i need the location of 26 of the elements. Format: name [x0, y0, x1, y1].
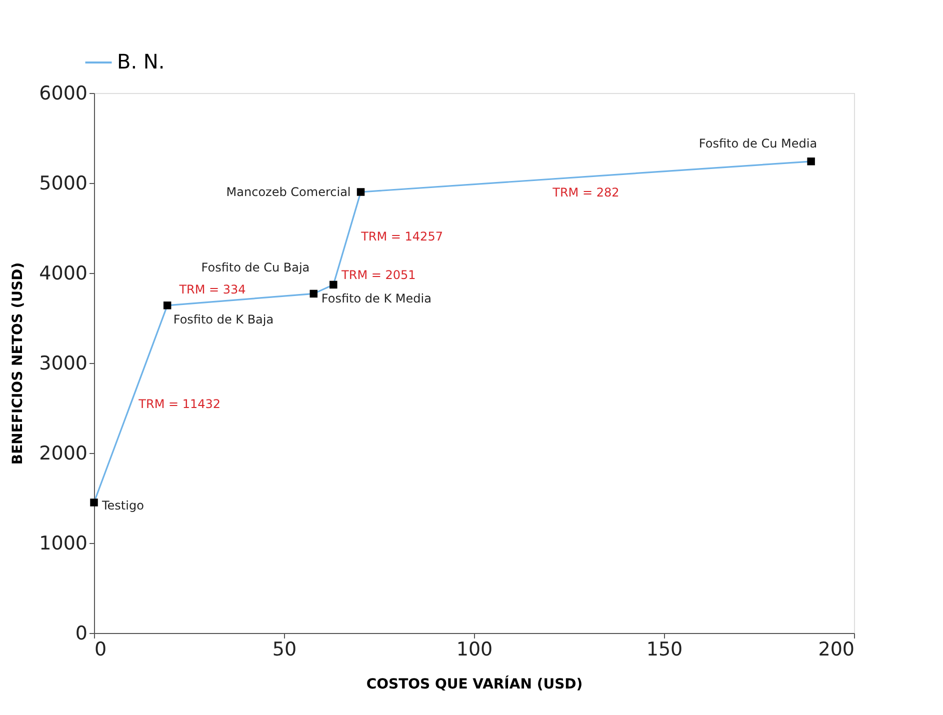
x-tick-label: 0: [94, 638, 107, 660]
annotation: TRM = 14257: [360, 229, 443, 244]
x-tick-label: 50: [272, 638, 297, 660]
y-tick-label: 4000: [39, 262, 88, 284]
y-tick-label: 0: [75, 622, 88, 644]
y-tick-label: 1000: [39, 532, 88, 554]
annotation: Fosfito de Cu Baja: [201, 260, 310, 275]
annotation: TRM = 2051: [340, 268, 416, 282]
annotation: Mancozeb Comercial: [226, 185, 351, 199]
legend-label: B. N.: [117, 50, 165, 74]
annotation: Fosfito de K Media: [321, 292, 432, 306]
annotation: Fosfito de Cu Media: [698, 136, 818, 150]
y-tick-label: 2000: [39, 442, 88, 464]
annotation: Testigo: [101, 498, 144, 512]
annotation: TRM = 282: [552, 186, 620, 200]
annotation: TRM = 334: [178, 282, 246, 297]
y-tick-label: 3000: [39, 352, 88, 374]
annotation: TRM = 11432: [138, 396, 221, 411]
annotation: Fosfito de K Baja: [173, 312, 274, 326]
y-tick-label: 6000: [39, 82, 88, 104]
x-tick-label: 150: [646, 638, 683, 660]
x-tick-label: 100: [456, 638, 493, 660]
y-axis-title: BENEFICIOS NETOS (USD): [10, 262, 26, 465]
y-tick-label: 5000: [39, 172, 88, 194]
x-axis-title: COSTOS QUE VARÍAN (USD): [366, 676, 583, 692]
x-tick-label: 200: [818, 638, 854, 660]
